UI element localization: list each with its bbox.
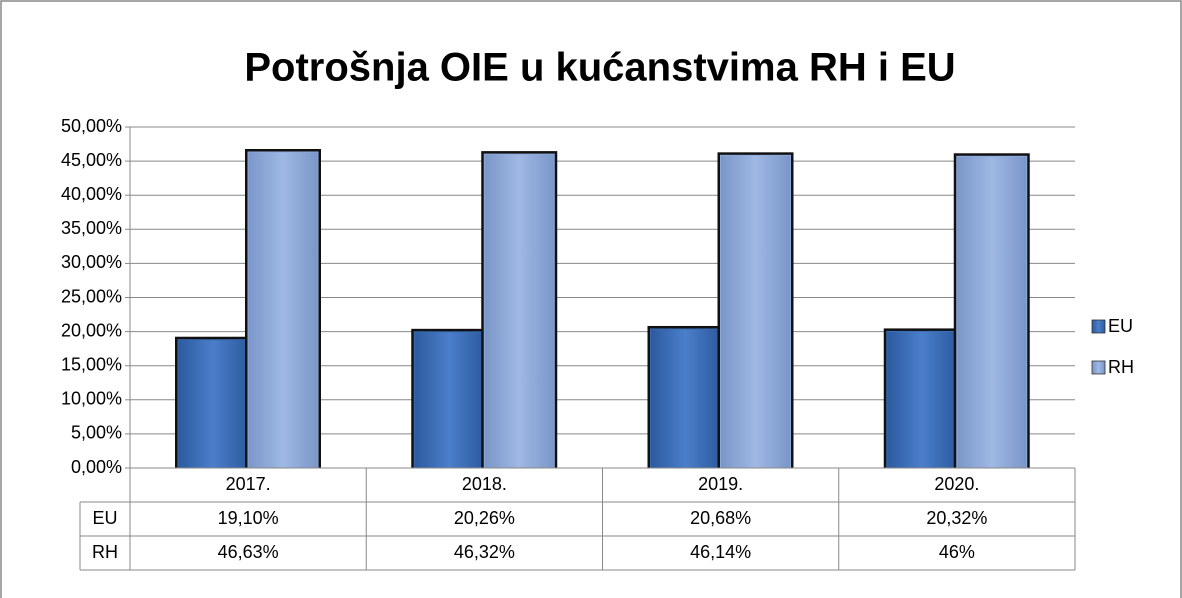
bar (247, 151, 319, 469)
legend-label: EU (1108, 316, 1133, 336)
x-tick-label: 2017. (226, 474, 271, 494)
y-tick-label: 35,00% (61, 218, 122, 238)
y-tick-label: 20,00% (61, 320, 122, 340)
bar (650, 328, 721, 469)
bar (720, 154, 791, 469)
bar (177, 339, 249, 469)
table-value: 46,14% (690, 542, 751, 562)
x-tick-label: 2019. (698, 474, 743, 494)
y-tick-label: 45,00% (61, 150, 122, 170)
table-value: 46,63% (218, 542, 279, 562)
y-tick-label: 30,00% (61, 252, 122, 272)
table-value: 20,68% (690, 508, 751, 528)
bar (886, 330, 958, 469)
y-tick-label: 15,00% (61, 354, 122, 374)
bar (483, 153, 555, 469)
y-tick-label: 5,00% (71, 423, 122, 443)
y-tick-label: 40,00% (61, 184, 122, 204)
row-label: RH (92, 542, 118, 562)
y-tick-label: 50,00% (61, 116, 122, 136)
table-value: 19,10% (218, 508, 279, 528)
chart-title: Potrošnja OIE u kućanstvima RH i EU (244, 46, 955, 90)
table-value: 20,26% (454, 508, 515, 528)
table-value: 46,32% (454, 542, 515, 562)
bar (413, 331, 485, 469)
legend-label: RH (1108, 357, 1134, 377)
x-tick-label: 2020. (934, 474, 979, 494)
x-tick-label: 2018. (462, 474, 507, 494)
table-value: 46% (939, 542, 975, 562)
table-value: 20,32% (926, 508, 987, 528)
y-tick-label: 0,00% (71, 457, 122, 477)
legend-swatch (1091, 360, 1106, 375)
row-label: EU (92, 508, 117, 528)
y-tick-label: 25,00% (61, 286, 122, 306)
legend-swatch (1091, 319, 1106, 334)
bar (956, 155, 1028, 469)
y-tick-label: 10,00% (61, 389, 122, 409)
